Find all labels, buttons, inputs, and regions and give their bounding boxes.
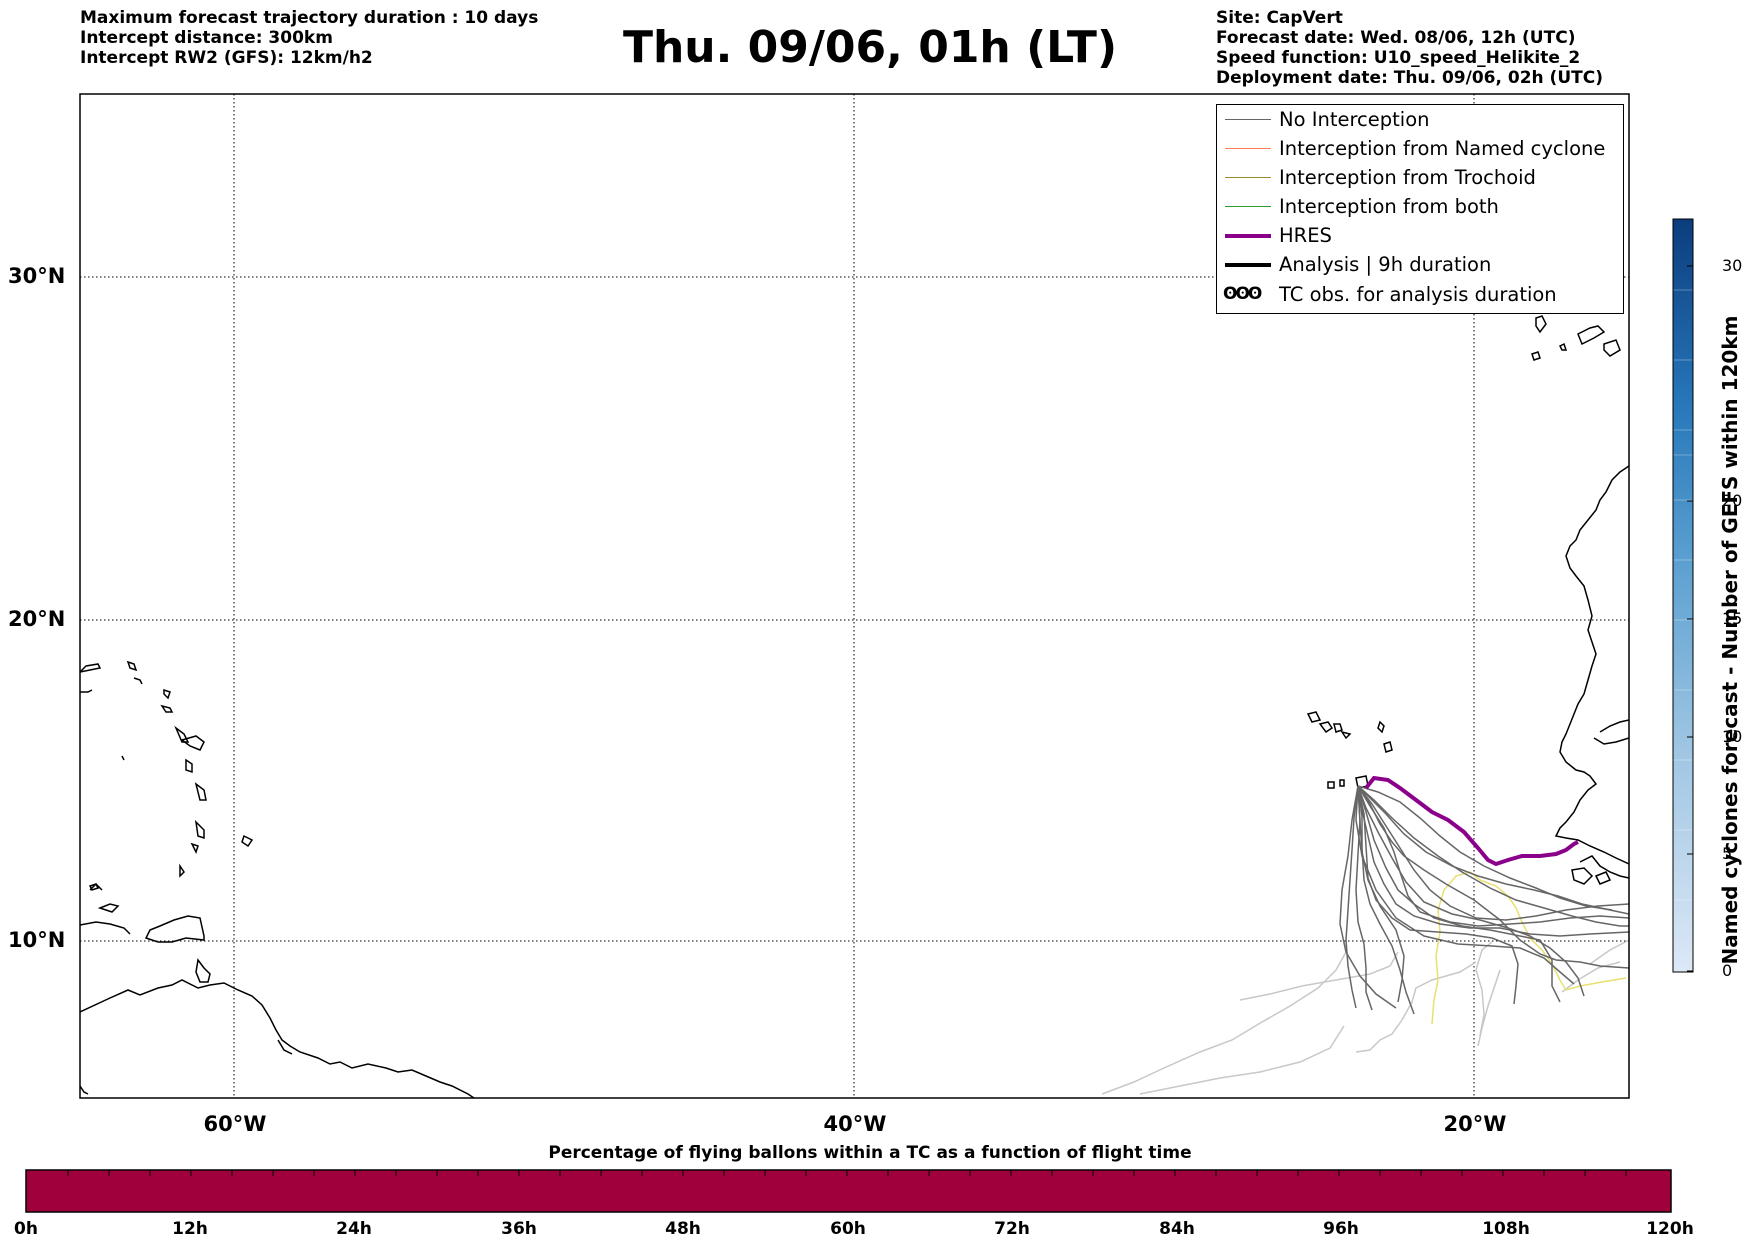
legend-label: Interception from Trochoid [1279, 166, 1536, 189]
colorbar-tick-15: 15 [1722, 609, 1743, 628]
legend-line-hres [1225, 234, 1271, 238]
flight-time-label: 108h [1482, 1219, 1530, 1239]
legend-item-trochoid: Interception from Trochoid [1217, 165, 1623, 191]
flight-time-bar-title: Percentage of flying ballons within a TC… [548, 1143, 1192, 1163]
header-intercept-distance: Intercept distance: 300km [80, 28, 333, 48]
page-title: Thu. 09/06, 01h (LT) [622, 22, 1118, 73]
flight-time-label: 120h [1646, 1219, 1694, 1239]
vertical-colorbar [1672, 218, 1694, 973]
lon-label-60w: 60°W [203, 1112, 267, 1136]
flight-time-label: 0h [14, 1219, 38, 1239]
header-right-info: Site: CapVert Forecast date: Wed. 08/06,… [1216, 8, 1603, 88]
hres-trajectory [1364, 775, 1579, 867]
legend-item-analysis: Analysis | 9h duration [1217, 252, 1623, 278]
header-deployment-date: Deployment date: Thu. 09/06, 02h (UTC) [1216, 68, 1603, 88]
legend-item-no-interception: No Interception [1217, 107, 1623, 133]
legend-item-named-cyclone: Interception from Named cyclone [1217, 136, 1623, 162]
horizontal-colorbar [25, 1169, 1672, 1213]
tc-symbol-icon: ʘʘʘ [1223, 284, 1262, 304]
coastlines [80, 315, 1629, 1098]
legend-line-both [1225, 206, 1271, 207]
legend-item-both: Interception from both [1217, 194, 1623, 220]
lat-label-10n: 10°N [8, 928, 66, 952]
header-max-duration: Maximum forecast trajectory duration : 1… [80, 8, 539, 28]
flight-time-label: 24h [336, 1219, 372, 1239]
flight-time-label: 60h [830, 1219, 866, 1239]
map-frame [79, 93, 1630, 1099]
map-legend: No Interception Interception from Named … [1216, 104, 1624, 314]
flight-time-label: 72h [994, 1219, 1030, 1239]
legend-line-no-interception [1225, 119, 1271, 120]
legend-line-analysis [1225, 263, 1271, 267]
colorbar-title: Named cyclones forecast - Number of GEFS… [1718, 315, 1742, 965]
legend-line-named-cyclone [1225, 148, 1271, 149]
flight-time-label: 84h [1159, 1219, 1195, 1239]
legend-line-trochoid [1225, 177, 1271, 178]
lon-label-40w: 40°W [823, 1112, 887, 1136]
colorbar-tick-30: 30 [1722, 256, 1743, 275]
colorbar-tick-20: 20 [1722, 491, 1743, 510]
colorbar-tick-5: 5 [1722, 844, 1733, 863]
colorbar-tick-0: 0 [1722, 961, 1733, 980]
flight-time-label: 12h [172, 1219, 208, 1239]
faded-trajectories [1101, 939, 1629, 1095]
no-interception-trajectories [1339, 785, 1629, 1015]
lat-label-30n: 30°N [8, 264, 66, 288]
flight-time-label: 48h [665, 1219, 701, 1239]
lon-label-20w: 20°W [1443, 1112, 1507, 1136]
header-speed-function: Speed function: U10_speed_Helikite_2 [1216, 48, 1581, 68]
legend-label: No Interception [1279, 108, 1430, 131]
legend-label: HRES [1279, 224, 1332, 247]
flight-time-label: 36h [501, 1219, 537, 1239]
legend-label: Interception from both [1279, 195, 1499, 218]
header-forecast-date: Forecast date: Wed. 08/06, 12h (UTC) [1216, 28, 1576, 48]
colorbar-tick-10: 10 [1722, 727, 1743, 746]
yellow-contour [1431, 871, 1627, 1025]
lat-label-20n: 20°N [8, 607, 66, 631]
header-site: Site: CapVert [1216, 8, 1343, 28]
legend-label: Interception from Named cyclone [1279, 137, 1606, 160]
legend-label: Analysis | 9h duration [1279, 253, 1492, 276]
legend-label: TC obs. for analysis duration [1279, 283, 1557, 306]
map-gridlines [80, 94, 1629, 1098]
legend-item-tc-obs: ʘʘʘ TC obs. for analysis duration [1217, 282, 1623, 308]
flight-time-label: 96h [1323, 1219, 1359, 1239]
header-left-info: Maximum forecast trajectory duration : 1… [80, 8, 538, 68]
legend-item-hres: HRES [1217, 223, 1623, 249]
header-intercept-rw2: Intercept RW2 (GFS): 12km/h2 [80, 48, 373, 68]
